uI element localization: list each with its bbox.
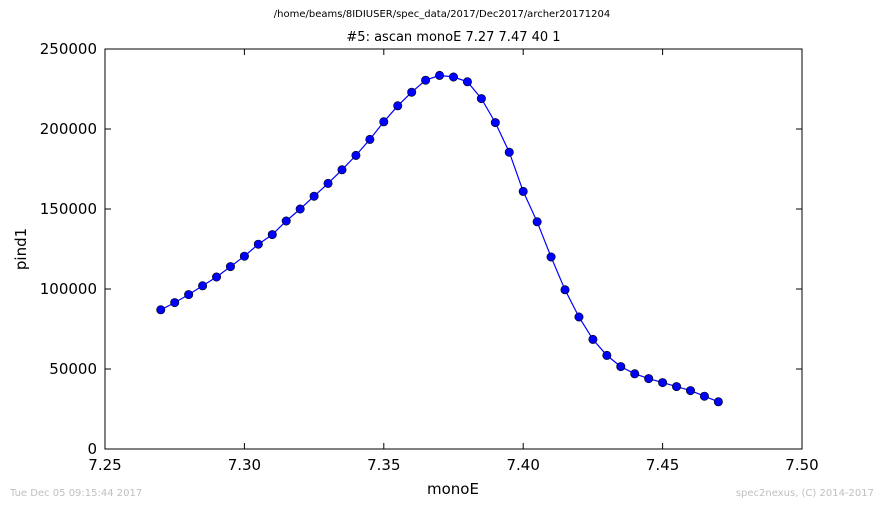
y-tick-label: 200000 [40, 120, 97, 138]
data-point [323, 178, 333, 188]
y-tick-label: 0 [87, 440, 97, 458]
x-axis: 7.25 7.30 7.35 7.40 7.45 7.50 [88, 49, 819, 474]
data-point [267, 230, 277, 240]
x-tick-label: 7.30 [228, 456, 261, 474]
x-tick-label: 7.25 [88, 456, 121, 474]
data-point [184, 290, 194, 300]
data-point [532, 217, 542, 227]
x-tick-label: 7.45 [646, 456, 679, 474]
x-tick-label: 7.35 [367, 456, 400, 474]
y-tick-label: 50000 [49, 360, 97, 378]
data-point [365, 134, 375, 144]
data-point [658, 378, 668, 388]
data-point [170, 298, 180, 308]
timestamp-label: Tue Dec 05 09:15:44 2017 [10, 488, 143, 499]
y-tick-label: 250000 [40, 40, 97, 58]
y-axis-label: pind1 [12, 228, 30, 270]
y-tick-label: 150000 [40, 200, 97, 218]
chart-title: #5: ascan monoE 7.27 7.47 40 1 [346, 30, 561, 45]
data-point [253, 239, 263, 249]
data-point [630, 369, 640, 379]
data-point [490, 118, 500, 128]
x-axis-label: monoE [427, 480, 479, 498]
data-point [421, 75, 431, 85]
data-point [588, 334, 598, 344]
data-point [699, 391, 709, 401]
data-point [393, 101, 403, 111]
data-point [295, 204, 305, 214]
data-point [546, 252, 556, 262]
y-axis: 0 50000 100000 150000 200000 250000 [40, 40, 802, 458]
data-point [198, 281, 208, 291]
file-path-title: /home/beams/8IDIUSER/spec_data/2017/Dec2… [273, 9, 611, 20]
data-point [504, 147, 514, 157]
data-point [407, 87, 417, 97]
data-point [281, 216, 291, 226]
data-point [602, 350, 612, 360]
data-point [644, 374, 654, 384]
data-point [225, 262, 235, 272]
data-point [212, 272, 222, 282]
data-point [672, 382, 682, 392]
plot-area [104, 48, 803, 450]
data-point [156, 305, 166, 315]
data-point [435, 70, 445, 80]
data-point [713, 397, 723, 407]
data-point [616, 362, 626, 372]
x-tick-label: 7.40 [506, 456, 539, 474]
data-point [476, 94, 486, 104]
x-tick-label: 7.50 [785, 456, 818, 474]
data-point [309, 191, 319, 201]
data-point [574, 312, 584, 322]
data-point [560, 285, 570, 295]
data-point [379, 117, 389, 127]
data-point [518, 186, 528, 196]
data-point [685, 386, 695, 396]
credit-label: spec2nexus, (C) 2014-2017 [735, 488, 874, 499]
data-point [448, 72, 458, 82]
data-point [337, 165, 347, 175]
series-points [156, 70, 723, 407]
data-point [239, 251, 249, 261]
y-tick-label: 100000 [40, 280, 97, 298]
data-point [462, 77, 472, 87]
data-point [351, 150, 361, 160]
